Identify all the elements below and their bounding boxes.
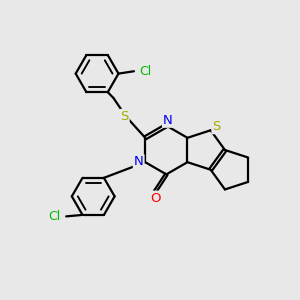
Text: O: O: [150, 192, 160, 205]
Text: N: N: [134, 155, 144, 168]
Text: S: S: [120, 110, 129, 123]
Text: Cl: Cl: [49, 210, 61, 223]
Text: S: S: [212, 120, 221, 133]
Text: N: N: [163, 114, 173, 127]
Text: Cl: Cl: [139, 65, 152, 78]
